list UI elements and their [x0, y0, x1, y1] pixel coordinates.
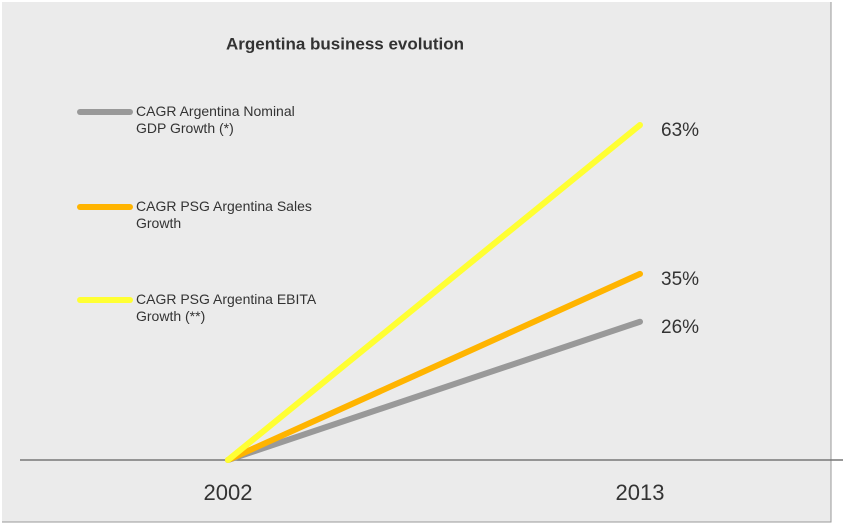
data-label: 63% — [661, 120, 699, 141]
series-line — [225, 122, 643, 463]
data-label: 35% — [661, 269, 699, 290]
legend-label: CAGR Argentina Nominal GDP Growth (*) — [136, 103, 295, 136]
legend-label: CAGR PSG Argentina Sales Growth — [136, 198, 312, 231]
x-tick-label: 2002 — [204, 480, 253, 505]
top-edge — [0, 0, 843, 2]
left-edge — [0, 0, 2, 526]
series-line — [225, 318, 643, 463]
data-label: 26% — [661, 317, 699, 338]
x-tick-label: 2013 — [616, 480, 665, 505]
chart-title: Argentina business evolution — [226, 34, 464, 53]
series-line — [225, 270, 643, 463]
legend-label: CAGR PSG Argentina EBITA Growth (**) — [136, 291, 316, 324]
